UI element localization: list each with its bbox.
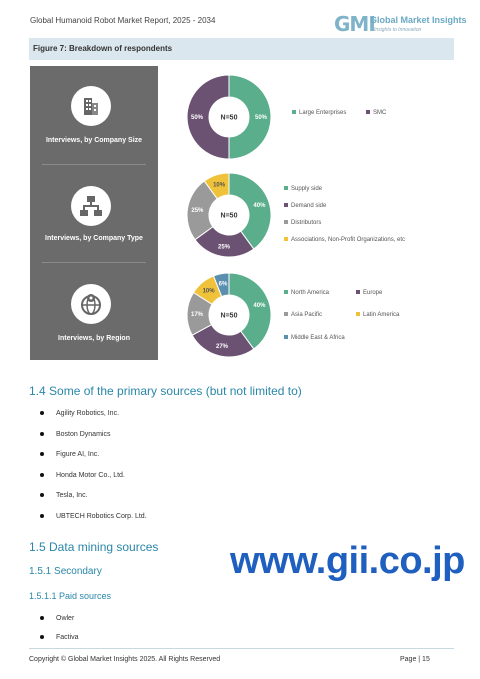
donut-chart-company-type: 40% 25% 25% 10% N=50 <box>186 172 272 258</box>
legend-label: Asia Pacific <box>291 312 323 318</box>
donut-chart-region: 40% 27% 17% 10%6% N=50 <box>186 272 272 358</box>
slice-value-label: 40% <box>253 303 266 309</box>
slice-value-label: 50% <box>191 115 204 121</box>
segment-label: Interviews, by Region <box>58 335 130 342</box>
legend-label: SMC <box>373 110 387 116</box>
legend-item: Demand side <box>284 203 326 209</box>
list-item: UBTECH Robotics Corp. Ltd. <box>40 513 147 520</box>
segment-region: Interviews, by Region <box>30 262 158 360</box>
slice-value-label: 25% <box>218 245 231 251</box>
bullet-icon <box>40 432 44 437</box>
figure-caption: Figure 7: Breakdown of respondents <box>33 44 173 53</box>
footer-divider <box>29 648 454 649</box>
donut-center-label: N=50 <box>221 213 238 220</box>
legend-swatch <box>356 312 360 317</box>
bullet-icon <box>40 493 44 498</box>
donut-hole <box>209 195 249 235</box>
legend-swatch <box>356 290 360 295</box>
watermark: www.gii.co.jp <box>230 540 465 582</box>
legend-item: Large Enterprises <box>292 110 346 116</box>
legend-label: North America <box>291 290 330 296</box>
bullet-icon <box>40 473 44 478</box>
slice-value-label: 10% <box>213 183 226 189</box>
bullet-icon <box>40 635 44 640</box>
legend-swatch <box>292 110 296 115</box>
legend-swatch <box>284 186 288 191</box>
legend-swatch <box>284 220 288 225</box>
figure-caption-bar: Figure 7: Breakdown of respondents <box>29 38 454 60</box>
legend-label: Europe <box>363 290 383 296</box>
legend-label: Distributors <box>291 220 322 226</box>
legend-swatch <box>284 312 288 317</box>
legend-label: Large Enterprises <box>299 110 347 116</box>
legend-swatch <box>366 110 370 115</box>
segment-label: Interviews, by Company Type <box>45 235 143 242</box>
list-item: Tesla, Inc. <box>40 492 88 499</box>
legend-item: Europe <box>356 290 382 296</box>
list-item: Factiva <box>40 634 79 641</box>
list-item: Boston Dynamics <box>40 431 110 438</box>
logo-name: Global Market Insights <box>370 15 467 25</box>
logo-mark: GMI <box>334 12 376 36</box>
legend-item: North America <box>284 290 329 296</box>
slice-value-label: 50% <box>255 115 268 121</box>
legend-label: Latin America <box>363 312 400 318</box>
legend-item: Associations, Non-Profit Organizations, … <box>284 237 405 243</box>
report-title: Global Humanoid Robot Market Report, 202… <box>30 16 216 25</box>
donut-center-label: N=50 <box>221 115 238 122</box>
gmi-logo: GMI Global Market Insights Insights to I… <box>334 12 467 36</box>
logo-tagline: Insights to Innovation <box>374 27 422 33</box>
legend-item: Latin America <box>356 312 399 318</box>
slice-value-label: 40% <box>253 203 266 209</box>
legend-label: Middle East & Africa <box>291 335 345 341</box>
legend-swatch <box>284 290 288 295</box>
donut-hole <box>209 97 249 137</box>
page-header: Global Humanoid Robot Market Report, 202… <box>0 0 480 38</box>
section-heading-primary-sources: 1.4 Some of the primary sources (but not… <box>29 384 302 398</box>
legend-swatch <box>284 203 288 208</box>
list-item: Figure AI, Inc. <box>40 451 99 458</box>
segment-company-size: Interviews, by Company Size <box>30 66 158 164</box>
list-item: Agility Robotics, Inc. <box>40 410 119 417</box>
subsection-heading-paid-sources: 1.5.1.1 Paid sources <box>29 591 112 601</box>
donut-center-label: N=50 <box>221 313 238 320</box>
legend-item: Asia Pacific <box>284 312 322 318</box>
legend-swatch <box>284 237 288 242</box>
legend-label: Demand side <box>291 203 327 209</box>
legend-label: Associations, Non-Profit Organizations, … <box>291 237 406 243</box>
footer-copyright: Copyright © Global Market Insights 2025.… <box>29 656 221 663</box>
bullet-icon <box>40 452 44 457</box>
globe-pin-icon <box>71 284 111 324</box>
legend-swatch <box>284 335 288 340</box>
slice-value-label: 17% <box>191 312 204 318</box>
legend-item: SMC <box>366 110 386 116</box>
slice-value-label: 10% <box>203 288 216 294</box>
footer-page-number: Page | 15 <box>400 656 430 663</box>
bullet-icon <box>40 616 44 621</box>
slice-value-label: 25% <box>191 208 204 214</box>
organization-chart-icon <box>71 186 111 226</box>
donut-chart-company-size: 50% 50% N=50 <box>186 74 272 160</box>
segment-label: Interviews, by Company Size <box>45 137 143 144</box>
divider <box>42 262 146 263</box>
subsection-heading-secondary: 1.5.1 Secondary <box>29 566 102 577</box>
list-item: Owler <box>40 615 74 622</box>
divider <box>42 164 146 165</box>
list-item: Honda Motor Co., Ltd. <box>40 472 125 479</box>
legend-item: Distributors <box>284 220 321 226</box>
office-building-icon <box>71 86 111 126</box>
segment-panel: Interviews, by Company Size Interviews, … <box>30 66 158 360</box>
section-heading-data-mining: 1.5 Data mining sources <box>29 540 159 554</box>
donut-hole <box>209 295 249 335</box>
slice-value-label: 6% <box>219 282 228 288</box>
slice-value-label: 27% <box>216 344 229 350</box>
bullet-icon <box>40 411 44 416</box>
legend-item: Middle East & Africa <box>284 335 345 341</box>
segment-company-type: Interviews, by Company Type <box>30 164 158 262</box>
legend-label: Supply side <box>291 186 323 192</box>
legend-item: Supply side <box>284 186 322 192</box>
bullet-icon <box>40 514 44 519</box>
